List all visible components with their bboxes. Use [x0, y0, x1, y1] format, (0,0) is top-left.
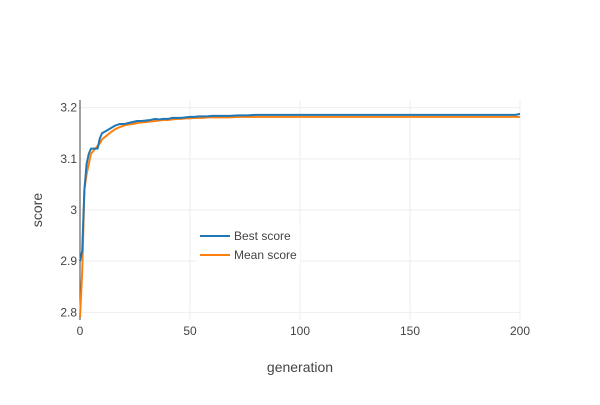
legend-label-best-score: Best score	[234, 229, 291, 243]
x-axis-title: generation	[267, 359, 333, 375]
legend[interactable]: Best score Mean score	[196, 226, 300, 266]
x-tick-label: 150	[400, 324, 420, 338]
legend-label-mean-score: Mean score	[234, 248, 297, 262]
grid-layer	[80, 100, 520, 320]
y-tick-label: 3.2	[60, 101, 77, 115]
tick-labels: 0 50 100 150 200 2.8 2.9 3 3.1 3.2	[60, 101, 530, 338]
x-tick-label: 200	[510, 324, 530, 338]
x-tick-label: 0	[77, 324, 84, 338]
y-axis-title: score	[29, 193, 45, 227]
y-tick-label: 2.8	[60, 305, 77, 319]
x-tick-label: 50	[183, 324, 197, 338]
y-tick-label: 3	[70, 203, 77, 217]
x-tick-label: 100	[290, 324, 310, 338]
y-tick-label: 3.1	[60, 152, 77, 166]
y-tick-label: 2.9	[60, 254, 77, 268]
